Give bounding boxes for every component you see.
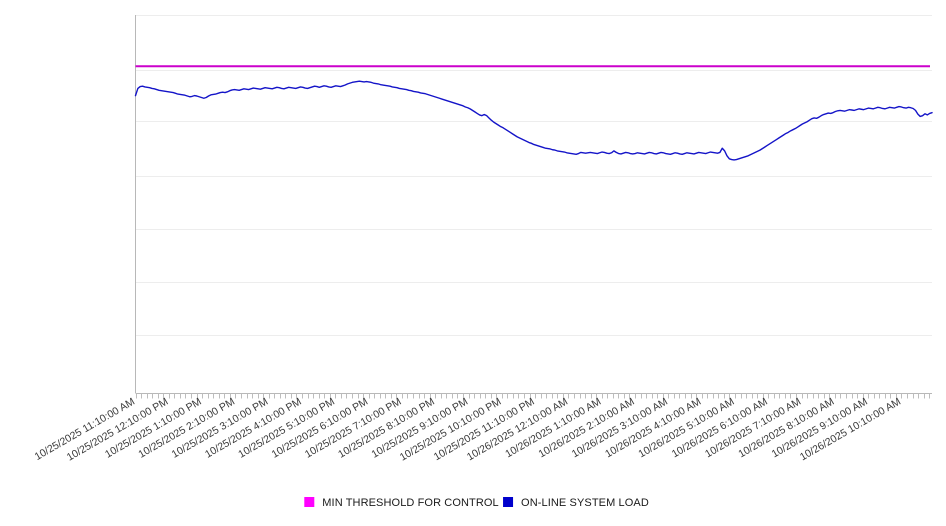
legend-label-1: ON-LINE SYSTEM LOAD (521, 497, 649, 509)
series-on-line-system-load (134, 80, 933, 161)
legend-swatch-1 (503, 497, 514, 507)
plot-gridlines (135, 15, 932, 336)
x-axis-ticks (136, 393, 930, 399)
plot-axes (135, 15, 932, 394)
chart-legend: MIN THRESHOLD FOR CONTROL ON-LINE SYSTEM … (304, 497, 649, 509)
legend-label-0: MIN THRESHOLD FOR CONTROL (322, 497, 498, 509)
legend-swatch-0 (304, 497, 315, 507)
